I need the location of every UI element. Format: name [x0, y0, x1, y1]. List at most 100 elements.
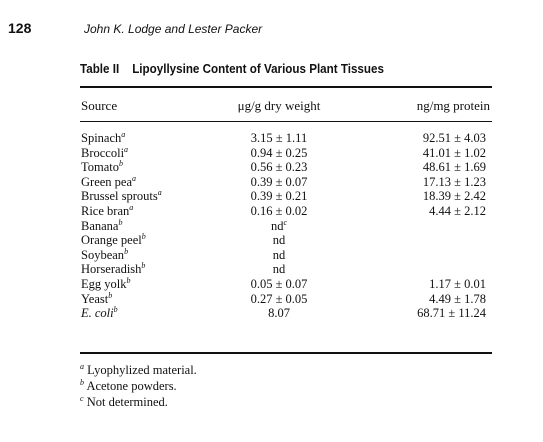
source-name: Rice bran: [81, 204, 130, 218]
dry-weight-value: 0.56 ± 0.23: [250, 160, 308, 175]
cell-protein: 1.17 ± 0.01: [429, 277, 486, 291]
source-name: Soybean: [81, 247, 125, 262]
cell-dry-weight: 0.27 ± 0.05: [224, 292, 334, 306]
cell-dry-weight: 0.16 ± 0.02: [224, 204, 334, 218]
table-row: Egg yolkb 0.05 ± 0.07 1.17 ± 0.01: [0, 275, 543, 291]
table-row: Bananab ndc: [0, 217, 543, 233]
dry-weight-value: 0.39 ± 0.21: [250, 189, 308, 204]
cell-dry-weight: nd: [224, 233, 334, 247]
cell-source: Broccolia: [81, 144, 129, 160]
cell-dry-weight: 8.07: [224, 306, 334, 320]
cell-dry-weight: nd: [224, 262, 334, 276]
table-row: Yeastb 0.27 ± 0.05 4.49 ± 1.78: [0, 291, 543, 306]
page-number: 128: [8, 20, 32, 36]
cell-source: Soybeanb: [81, 246, 129, 262]
cell-source: Tomatob: [81, 159, 124, 175]
footnote-mark: a: [124, 144, 129, 154]
table-row: Green peaa 0.39 ± 0.07 17.13 ± 1.23: [0, 174, 543, 189]
footnote-mark: c: [283, 217, 288, 227]
footnotes: a Lyophylized material. b Acetone powder…: [80, 362, 197, 410]
column-header-source: Source: [81, 98, 118, 113]
table-row: E. colib 8.07 68.71 ± 11.24: [0, 306, 543, 321]
dry-weight-value: 0.27 ± 0.05: [250, 291, 308, 306]
cell-protein: 18.39 ± 2.42: [422, 189, 486, 204]
table-title: Table II Lipoyllysine Content of Various …: [80, 62, 384, 76]
footnote-mark: b: [141, 261, 146, 271]
cell-dry-weight: 0.39 ± 0.21: [224, 189, 334, 203]
cell-dry-weight: 0.94 ± 0.25: [224, 146, 334, 160]
column-header-protein: ng/mg protein: [416, 98, 490, 113]
cell-protein: 17.13 ± 1.23: [422, 174, 486, 189]
footnote-text: Lyophylized material.: [87, 363, 197, 377]
cell-dry-weight: 0.05 ± 0.07: [224, 277, 334, 291]
source-name: Orange peel: [81, 233, 142, 248]
cell-protein: 68.71 ± 11.24: [417, 306, 486, 321]
source-name: Spinach: [81, 131, 122, 145]
dry-weight-value: nd: [272, 233, 286, 248]
footnote-mark: b: [124, 246, 129, 256]
source-name: Banana: [81, 218, 119, 233]
cell-dry-weight: nd: [224, 248, 334, 262]
table-caption: Lipoyllysine Content of Various Plant Ti…: [132, 62, 384, 76]
column-header-dry-weight: μg/g dry weight: [237, 98, 321, 113]
cell-source: Green peaa: [81, 174, 136, 189]
footnote-mark: b: [118, 217, 123, 227]
source-name: E. coli: [81, 306, 114, 321]
table-bottom-rule: [80, 352, 492, 354]
running-head: John K. Lodge and Lester Packer: [84, 22, 263, 36]
footnote-mark: b: [80, 377, 84, 387]
footnote-b: b Acetone powders.: [80, 378, 197, 394]
table-row: Horseradishb nd: [0, 261, 543, 277]
cell-dry-weight: 0.56 ± 0.23: [224, 160, 334, 174]
cell-source: Yeastb: [81, 291, 112, 306]
table-row: Soybeanb nd: [0, 246, 543, 262]
footnote-mark: a: [157, 188, 162, 198]
dry-weight-value: 0.39 ± 0.07: [250, 174, 308, 189]
cell-protein: 4.49 ± 1.78: [429, 291, 486, 306]
cell-dry-weight: ndc: [224, 217, 334, 233]
footnote-mark: a: [121, 129, 126, 139]
dry-weight-value: nd: [272, 247, 286, 262]
cell-source: Orange peelb: [81, 232, 146, 248]
source-name: Horseradish: [81, 262, 142, 277]
cell-source: Horseradishb: [81, 261, 146, 277]
table-row: Brussel sproutsa 0.39 ± 0.21 18.39 ± 2.42: [0, 188, 543, 204]
footnote-mark: b: [141, 232, 146, 242]
footnote-c: c Not determined.: [80, 394, 197, 410]
table-row: Broccolia 0.94 ± 0.25 41.01 ± 1.02: [0, 144, 543, 160]
dry-weight-value: nd: [270, 218, 284, 233]
table-header-rule: [80, 121, 492, 122]
source-name: Broccoli: [81, 145, 125, 160]
footnote-mark: b: [119, 159, 124, 169]
cell-protein: 48.61 ± 1.69: [422, 160, 486, 175]
table-top-rule: [80, 86, 492, 88]
cell-source: Brussel sproutsa: [81, 188, 162, 204]
source-name: Tomato: [81, 160, 120, 175]
dry-weight-value: 3.15 ± 1.11: [250, 131, 308, 145]
footnote-mark: a: [129, 202, 134, 212]
footnote-text: Acetone powders.: [86, 379, 177, 393]
dry-weight-value: nd: [272, 262, 286, 277]
page-header: 128 John K. Lodge and Lester Packer: [8, 20, 528, 40]
table-row: Orange peelb nd: [0, 232, 543, 248]
dry-weight-value: 0.16 ± 0.02: [250, 204, 308, 218]
table-row: Spinacha 3.15 ± 1.11 92.51 ± 4.03: [0, 129, 543, 145]
cell-protein: 92.51 ± 4.03: [422, 131, 486, 145]
dry-weight-value: 0.05 ± 0.07: [250, 277, 308, 291]
source-name: Egg yolk: [81, 277, 127, 291]
cell-protein: 4.44 ± 2.12: [429, 204, 486, 218]
table-row: Tomatob 0.56 ± 0.23 48.61 ± 1.69: [0, 159, 543, 175]
footnote-a: a Lyophylized material.: [80, 362, 197, 378]
footnote-mark: b: [126, 275, 131, 285]
source-name: Green pea: [81, 174, 133, 189]
cell-protein: 41.01 ± 1.02: [422, 145, 486, 160]
dry-weight-value: 0.94 ± 0.25: [250, 145, 308, 160]
cell-source: Bananab: [81, 217, 123, 233]
cell-dry-weight: 0.39 ± 0.07: [224, 175, 334, 189]
table-label: Table II: [80, 62, 120, 76]
cell-source: Spinacha: [81, 129, 126, 145]
source-name: Yeast: [81, 291, 109, 306]
source-name: Brussel sprouts: [81, 189, 158, 204]
footnote-mark: a: [80, 361, 84, 371]
cell-source: E. colib: [81, 306, 118, 321]
